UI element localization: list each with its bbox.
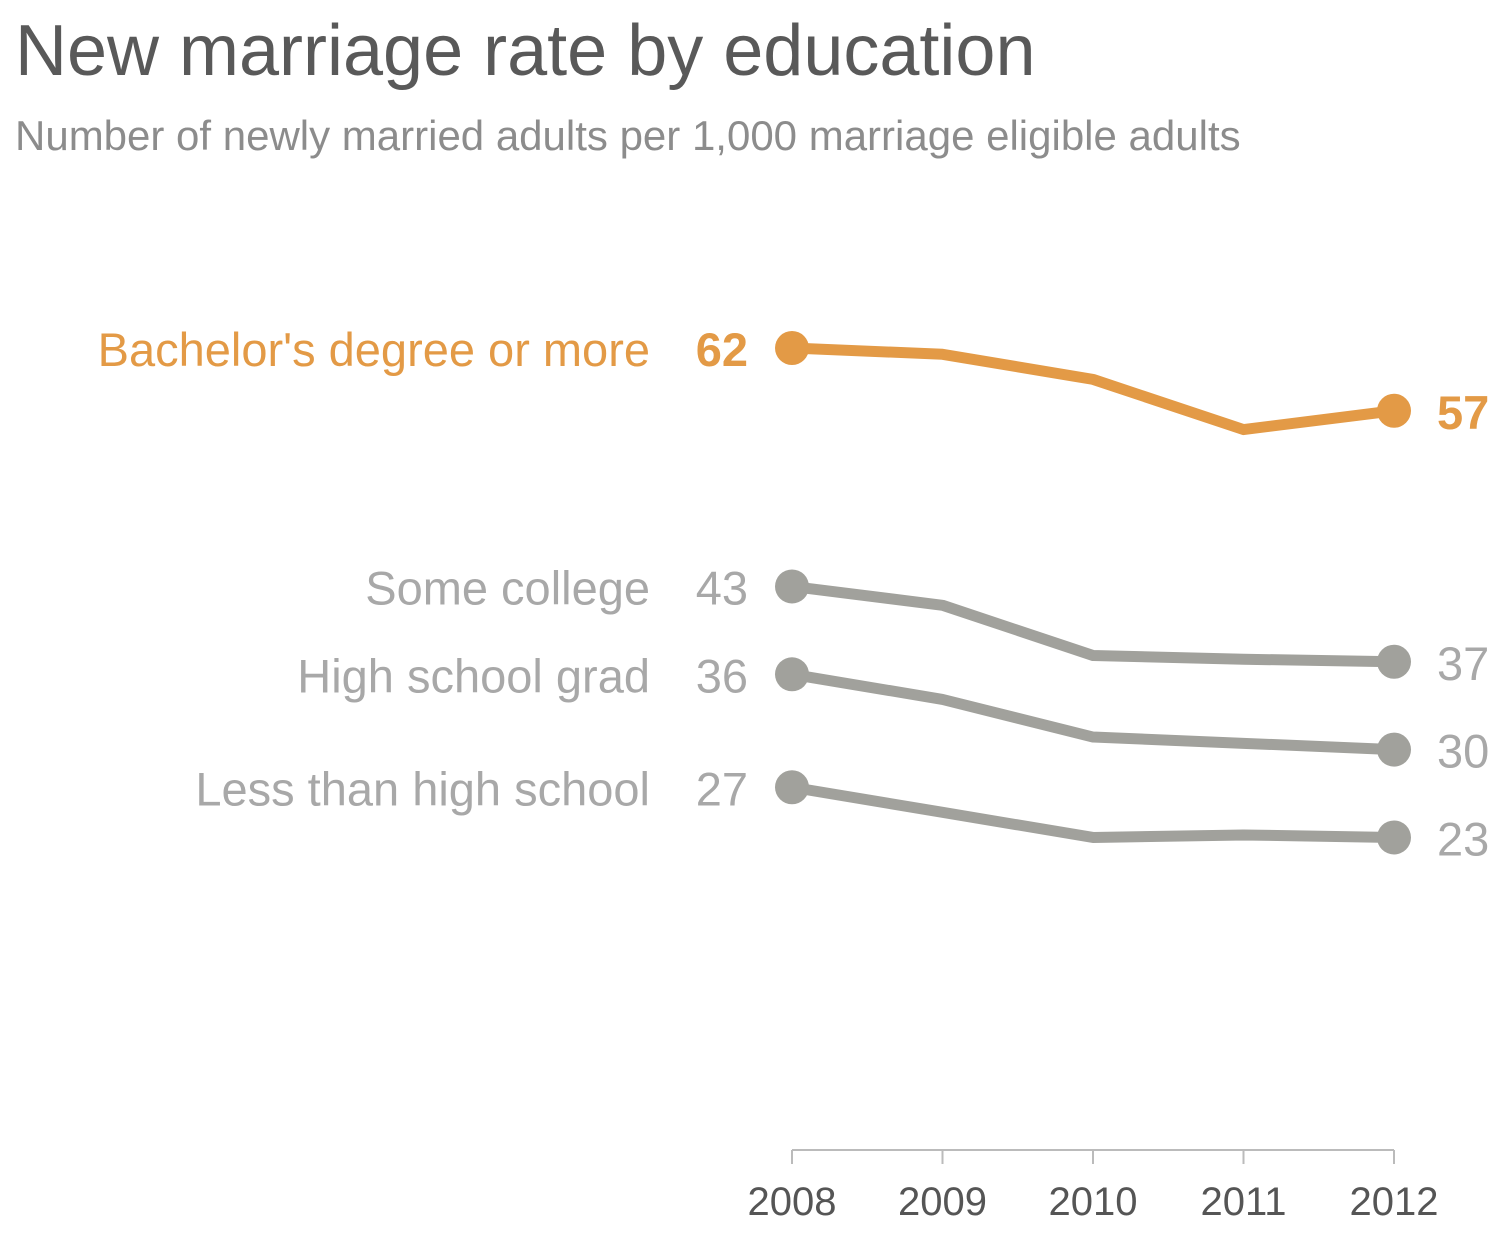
series-line: [786, 668, 1400, 756]
start-value-label: 36: [696, 649, 748, 702]
end-value-label: 37: [1437, 637, 1489, 690]
chart-title: New marriage rate by education: [15, 11, 1036, 91]
start-value-label: 62: [696, 323, 748, 376]
series-1: [775, 569, 1411, 679]
series-lines: [775, 331, 1411, 855]
chart-subtitle: Number of newly married adults per 1,000…: [15, 112, 1241, 159]
x-tick-label: 2011: [1200, 1180, 1286, 1224]
series-labels: Bachelor's degree or more 62 57 Some colleg…: [98, 323, 1490, 865]
x-tick-label: 2010: [1049, 1180, 1138, 1224]
series-end-point: [1377, 732, 1411, 767]
x-axis: 2008 2009 2010 2011 2012: [748, 1149, 1439, 1224]
series-3: [775, 770, 1411, 855]
series-name-label: Less than high school: [195, 762, 650, 815]
start-value-label: 43: [696, 561, 748, 614]
x-tick-label: 2008: [748, 1180, 837, 1224]
series-line: [786, 580, 1400, 668]
series-end-point: [1377, 644, 1411, 679]
series-end-point: [1377, 820, 1411, 855]
series-line: [786, 781, 1400, 843]
series-start-point: [775, 657, 809, 692]
series-name-label: Some college: [365, 561, 650, 614]
end-value-label: 57: [1437, 386, 1489, 439]
x-tick-label: 2012: [1350, 1180, 1439, 1224]
end-value-label: 23: [1437, 812, 1489, 865]
start-value-label: 27: [696, 762, 748, 815]
series-line: [786, 342, 1400, 436]
series-start-point: [775, 331, 809, 365]
series-name-label: Bachelor's degree or more: [98, 323, 650, 376]
x-tick-label: 2009: [898, 1180, 987, 1224]
series-end-point: [1377, 393, 1411, 428]
series-start-point: [775, 569, 809, 604]
end-value-label: 30: [1437, 725, 1489, 778]
series-name-label: High school grad: [297, 649, 650, 702]
series-0: [775, 331, 1411, 436]
series-2: [775, 657, 1411, 767]
series-start-point: [775, 770, 809, 805]
